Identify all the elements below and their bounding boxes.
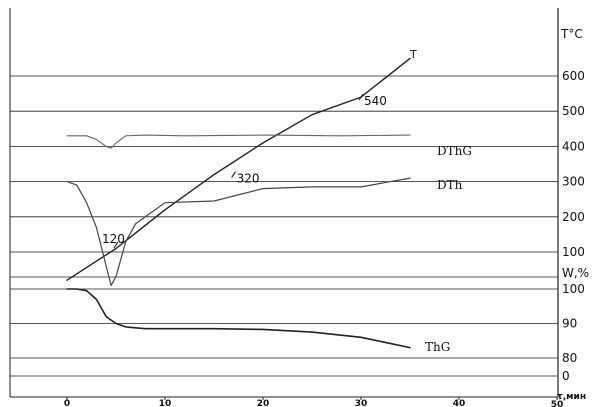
series-label-dth: DTh xyxy=(437,178,463,192)
grid-lines xyxy=(10,75,558,398)
series-line-dthg xyxy=(66,134,411,149)
series-label-thg: ThG xyxy=(425,340,450,354)
series-label-t: T xyxy=(409,48,417,61)
x-tick-label-30: 30 xyxy=(355,399,368,407)
upper-tick-label-600: 600 xyxy=(562,69,585,83)
axes xyxy=(9,8,559,400)
chart-labels: T°C 100 200 300 400 500 600 W,% 80 90 100 0 0 10 20 30 4… xyxy=(64,27,589,407)
annotation-label-320: 320 xyxy=(237,172,260,186)
upper-tick-label-500: 500 xyxy=(562,104,585,118)
lower-tick-label-90: 90 xyxy=(562,317,577,331)
series-line-thg xyxy=(66,288,411,349)
x-tick-label-50: 50 xyxy=(551,400,564,407)
series-label-dthg: DThG xyxy=(437,144,472,158)
x-tick-label-10: 10 xyxy=(159,399,172,407)
annotation-label-540: 540 xyxy=(364,94,387,108)
annotation-tick-540 xyxy=(358,93,364,101)
lower-tick-label-100: 100 xyxy=(562,282,585,296)
series-line-t xyxy=(66,57,411,281)
series-line-dth xyxy=(66,177,411,286)
upper-axis-label: T°C xyxy=(560,27,583,41)
x-axis-label: τ,мин xyxy=(557,392,586,402)
upper-tick-label-200: 200 xyxy=(562,210,585,224)
lower-tick-label-80: 80 xyxy=(562,351,577,365)
lower-tick-label-zero: 0 xyxy=(562,369,570,383)
x-tick-label-0: 0 xyxy=(64,399,70,407)
lower-axis-label: W,% xyxy=(562,266,589,280)
series-lines xyxy=(66,57,411,349)
annotation-label-120: 120 xyxy=(102,232,125,246)
upper-tick-label-300: 300 xyxy=(562,175,585,189)
x-tick-label-40: 40 xyxy=(453,399,466,407)
upper-tick-label-100: 100 xyxy=(562,245,585,259)
annotation-tick-120 xyxy=(113,241,119,249)
upper-tick-label-400: 400 xyxy=(562,139,585,153)
x-tick-label-20: 20 xyxy=(257,399,270,407)
annotation-tick-320 xyxy=(231,171,237,178)
